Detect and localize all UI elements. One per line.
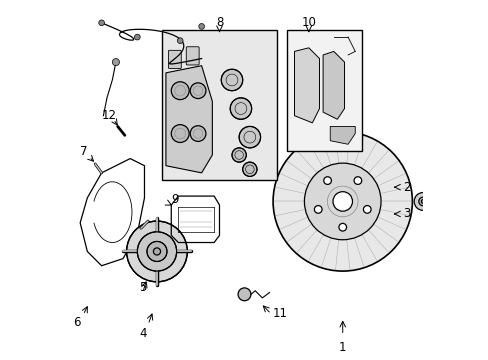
Circle shape [177,38,183,44]
Circle shape [332,192,352,211]
Text: 5: 5 [139,281,146,294]
FancyBboxPatch shape [287,30,362,152]
Text: 6: 6 [73,316,80,329]
Polygon shape [323,51,344,119]
Text: 2: 2 [403,181,410,194]
Circle shape [171,82,189,100]
Circle shape [338,223,346,231]
Text: 7: 7 [80,145,87,158]
FancyBboxPatch shape [162,30,276,180]
Circle shape [272,132,411,271]
Text: 8: 8 [215,16,223,29]
Circle shape [239,126,260,148]
Circle shape [112,59,119,66]
Circle shape [314,206,322,213]
Text: 4: 4 [139,327,146,340]
Circle shape [418,197,427,206]
Text: 11: 11 [272,307,287,320]
FancyBboxPatch shape [186,47,199,65]
Circle shape [171,125,189,143]
Circle shape [99,20,104,26]
Circle shape [323,177,331,184]
Circle shape [153,248,160,255]
FancyBboxPatch shape [168,50,181,68]
Circle shape [198,23,204,29]
Circle shape [190,126,205,141]
Circle shape [304,163,380,240]
Circle shape [190,83,205,99]
Circle shape [363,206,370,213]
Circle shape [231,148,246,162]
Polygon shape [165,66,212,173]
Circle shape [353,177,361,184]
Text: 9: 9 [171,193,178,206]
Circle shape [134,34,140,40]
Text: 10: 10 [301,16,316,29]
Circle shape [413,193,431,210]
Circle shape [230,98,251,119]
Text: 3: 3 [403,207,410,220]
Text: 1: 1 [338,341,346,354]
Circle shape [137,232,176,271]
Polygon shape [329,126,354,144]
Circle shape [221,69,242,91]
Circle shape [242,162,257,176]
Text: 12: 12 [101,109,116,122]
Circle shape [238,288,250,301]
Polygon shape [294,48,319,123]
Circle shape [147,242,166,261]
Circle shape [126,221,187,282]
Circle shape [421,200,424,203]
